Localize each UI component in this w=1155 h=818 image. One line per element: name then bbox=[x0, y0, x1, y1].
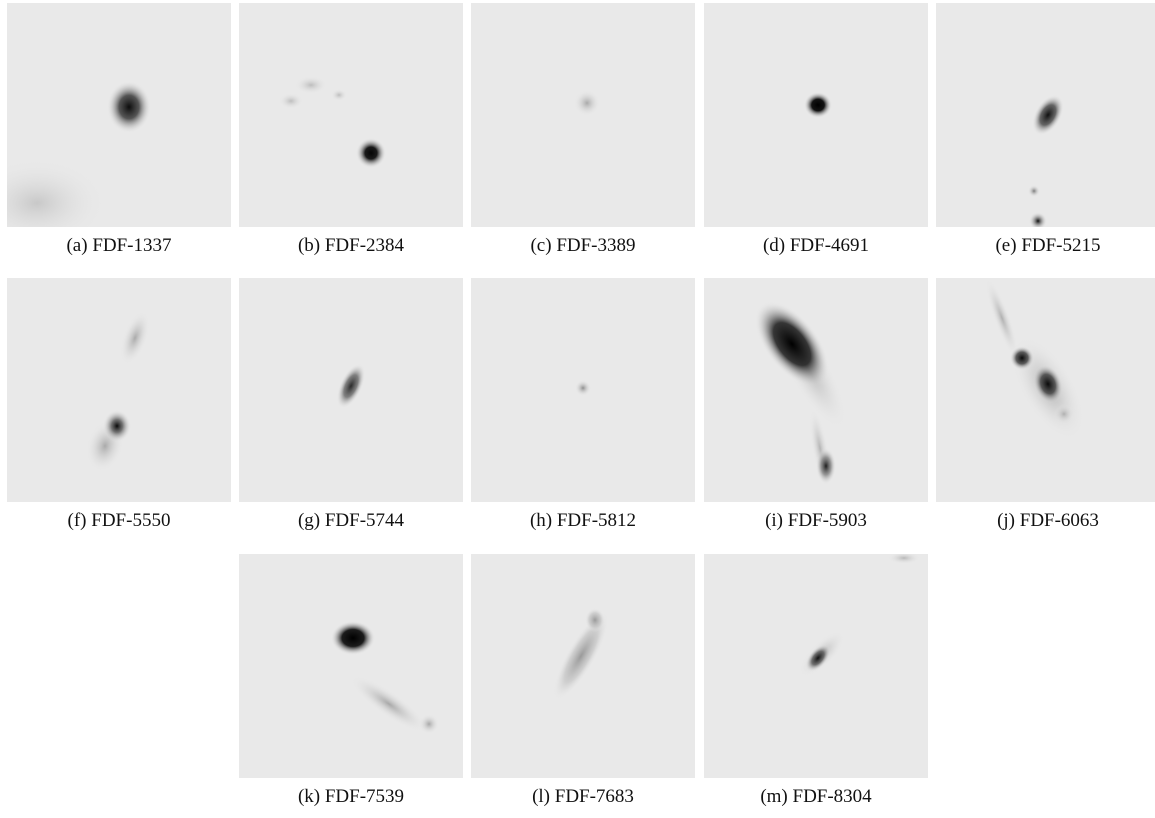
panel-caption: (g) FDF-5744 bbox=[297, 510, 405, 531]
galaxy-stamp-image bbox=[704, 3, 928, 227]
panel-fdf-5903: (i) FDF-5903 bbox=[704, 278, 928, 542]
panel-caption: (h) FDF-5812 bbox=[529, 510, 637, 531]
galaxy-stamp-image bbox=[239, 3, 463, 227]
panel-fdf-5215: (e) FDF-5215 bbox=[936, 3, 1155, 267]
galaxy-stamp-image bbox=[471, 278, 695, 502]
galaxy-stamp-image bbox=[239, 554, 463, 778]
panel-fdf-7683: (l) FDF-7683 bbox=[471, 554, 695, 818]
panel-caption: (i) FDF-5903 bbox=[765, 510, 867, 531]
panel-caption: (b) FDF-2384 bbox=[297, 235, 405, 256]
galaxy-stamp-image bbox=[7, 3, 231, 227]
panel-fdf-5550: (f) FDF-5550 bbox=[7, 278, 231, 542]
galaxy-stamp-image bbox=[239, 278, 463, 502]
panel-caption: (d) FDF-4691 bbox=[762, 235, 870, 256]
panel-caption: (k) FDF-7539 bbox=[297, 786, 405, 807]
panel-fdf-7539: (k) FDF-7539 bbox=[239, 554, 463, 818]
panel-caption: (j) FDF-6063 bbox=[997, 510, 1099, 531]
panel-fdf-5812: (h) FDF-5812 bbox=[471, 278, 695, 542]
panel-fdf-6063: (j) FDF-6063 bbox=[936, 278, 1155, 542]
panel-caption: (l) FDF-7683 bbox=[532, 786, 634, 807]
panel-caption: (c) FDF-3389 bbox=[530, 235, 636, 256]
galaxy-stamp-image bbox=[936, 3, 1155, 227]
panel-fdf-3389: (c) FDF-3389 bbox=[471, 3, 695, 267]
galaxy-stamp-image bbox=[7, 278, 231, 502]
panel-caption: (a) FDF-1337 bbox=[66, 235, 172, 256]
galaxy-stamp-image bbox=[471, 554, 695, 778]
panel-fdf-2384: (b) FDF-2384 bbox=[239, 3, 463, 267]
galaxy-stamp-image bbox=[704, 554, 928, 778]
panel-caption: (e) FDF-5215 bbox=[995, 235, 1101, 256]
panel-caption: (m) FDF-8304 bbox=[760, 786, 872, 807]
galaxy-stamp-image bbox=[471, 3, 695, 227]
panel-fdf-8304: (m) FDF-8304 bbox=[704, 554, 928, 818]
panel-caption: (f) FDF-5550 bbox=[67, 510, 171, 531]
panel-fdf-1337: (a) FDF-1337 bbox=[7, 3, 231, 267]
panel-fdf-4691: (d) FDF-4691 bbox=[704, 3, 928, 267]
galaxy-stamp-image bbox=[936, 278, 1155, 502]
galaxy-stamp-image bbox=[704, 278, 928, 502]
panel-fdf-5744: (g) FDF-5744 bbox=[239, 278, 463, 542]
